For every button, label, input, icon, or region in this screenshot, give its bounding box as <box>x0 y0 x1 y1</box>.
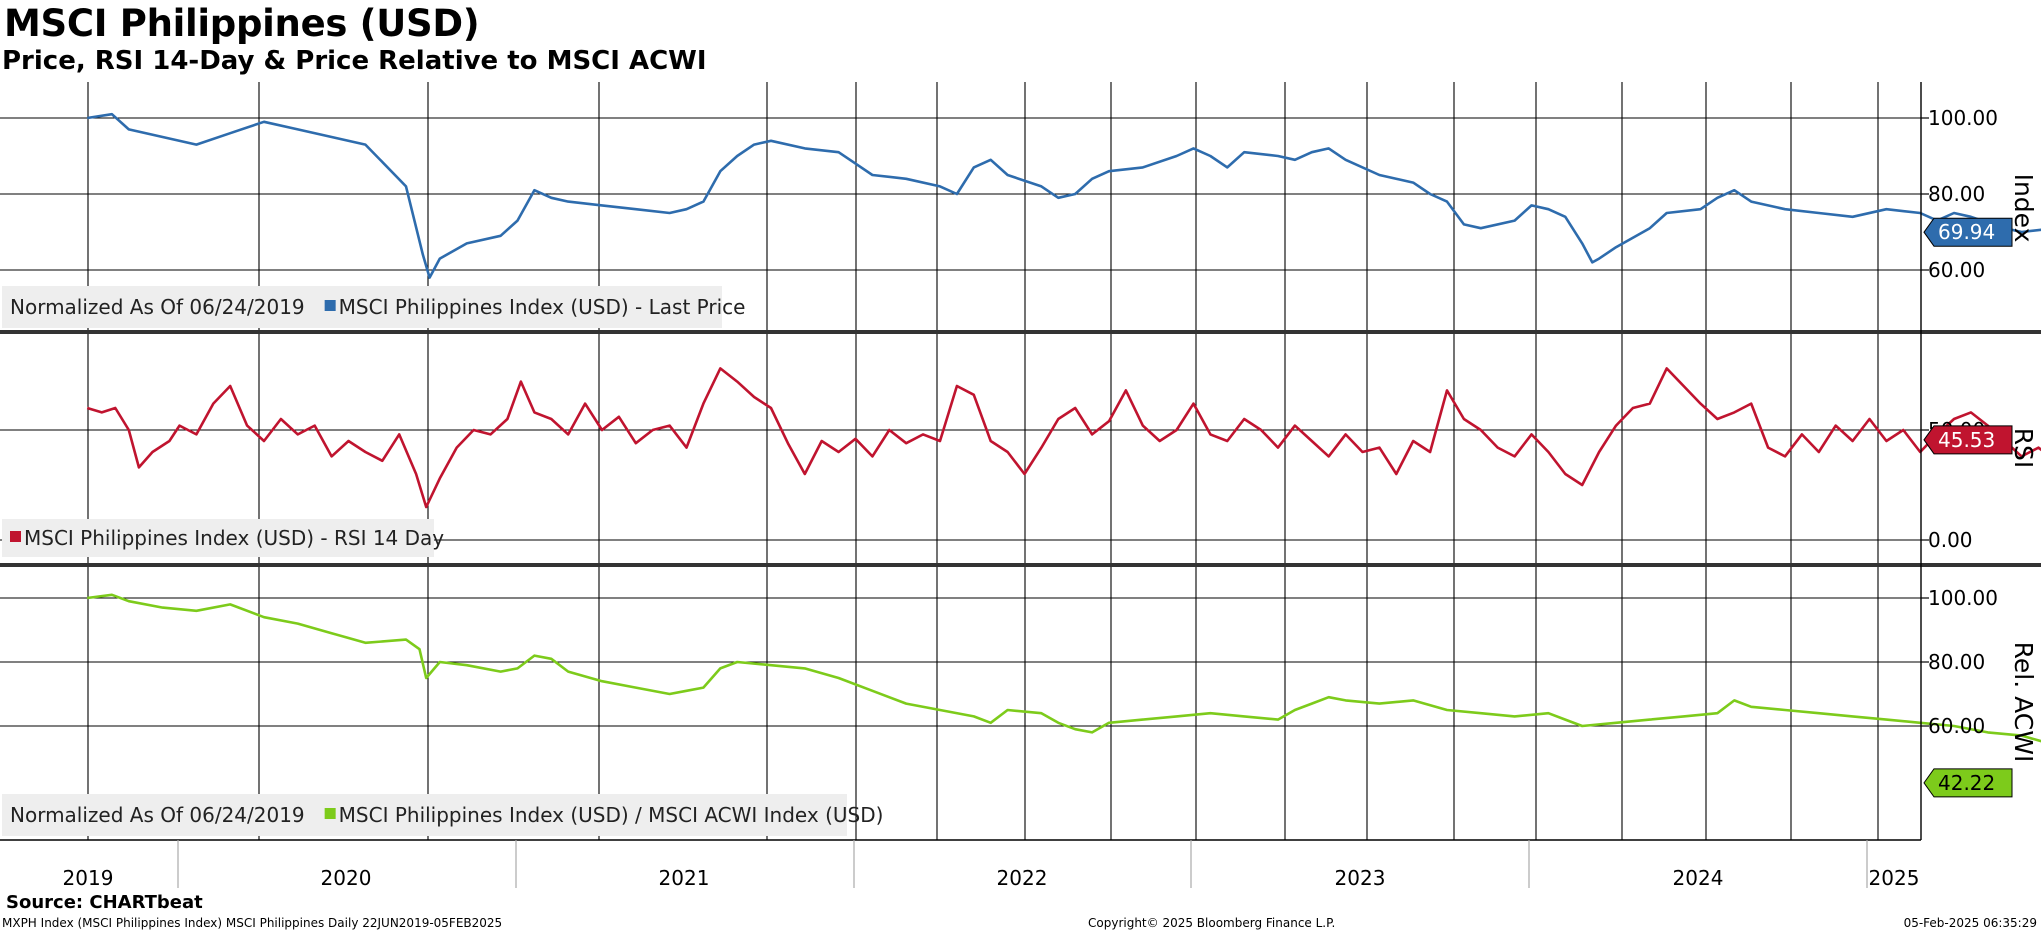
last-value-badge <box>1923 768 2013 798</box>
y-tick-label: 60.00 <box>1928 714 1985 738</box>
legend-box <box>2 519 434 557</box>
y-axis-title: RSI <box>2009 428 2038 469</box>
legend-normalized-label: Normalized As Of 06/24/2019 <box>10 295 305 319</box>
y-tick-label: 60.00 <box>1928 258 1985 282</box>
series-layer <box>86 112 2041 743</box>
chart-subtitle: Price, RSI 14-Day & Price Relative to MS… <box>2 46 707 76</box>
y-tick-label: 100.00 <box>1928 586 1998 610</box>
legend-swatch <box>10 531 21 542</box>
grid-layer <box>0 82 1921 840</box>
y-tick-label: 100.00 <box>1928 106 1998 130</box>
x-year-label: 2023 <box>1335 866 1386 890</box>
x-year-label: 2025 <box>1869 866 1920 890</box>
x-axis: 2019 2020 2021 2022 2023 2024 2025 <box>0 839 1921 890</box>
series-line-rsi <box>86 367 2041 509</box>
x-year-label: 2019 <box>63 866 114 890</box>
legend-layer: Normalized As Of 06/24/2019 MSCI Philippi… <box>2 286 883 836</box>
legend-box <box>2 286 722 328</box>
axis-layer: 100.0080.0060.00Index69.9450.000.00RSI45… <box>0 82 2041 840</box>
last-value-label: 45.53 <box>1938 428 1995 452</box>
last-value-label: 42.22 <box>1938 771 1995 795</box>
y-tick-label: 80.00 <box>1928 650 1985 674</box>
footer-description: MXPH Index (MSCI Philippines Index) MSCI… <box>2 916 503 930</box>
source-note: Source: CHARTbeat <box>6 892 203 913</box>
x-year-label: 2020 <box>321 866 372 890</box>
x-year-label: 2024 <box>1673 866 1724 890</box>
legend-series-label: MSCI Philippines Index (USD) / MSCI ACWI… <box>339 803 884 827</box>
x-year-label: 2022 <box>997 866 1048 890</box>
last-value-badge <box>1923 217 2013 247</box>
legend-normalized-label: Normalized As Of 06/24/2019 <box>10 803 305 827</box>
series-line-price <box>87 112 2041 279</box>
footer-timestamp: 05-Feb-2025 06:35:29 <box>1903 916 2037 930</box>
series-line-relative <box>87 593 2041 743</box>
legend-box <box>2 794 847 836</box>
legend-series-label: MSCI Philippines Index (USD) - RSI 14 Da… <box>24 526 444 550</box>
footer-copyright: Copyright© 2025 Bloomberg Finance L.P. <box>1088 916 1336 930</box>
chart-title: MSCI Philippines (USD) <box>4 2 480 45</box>
y-tick-label: 0.00 <box>1928 528 1973 552</box>
last-value-label: 69.94 <box>1938 220 1995 244</box>
x-year-label: 2021 <box>659 866 710 890</box>
legend-swatch <box>324 300 336 311</box>
last-value-badge <box>1923 425 2013 455</box>
legend-swatch <box>324 808 336 819</box>
y-axis-title: Index <box>2009 174 2038 243</box>
legend-series-label: MSCI Philippines Index (USD) - Last Pric… <box>339 295 746 319</box>
y-tick-label: 80.00 <box>1928 182 1985 206</box>
y-axis-title: Rel. ACWI <box>2009 642 2038 763</box>
